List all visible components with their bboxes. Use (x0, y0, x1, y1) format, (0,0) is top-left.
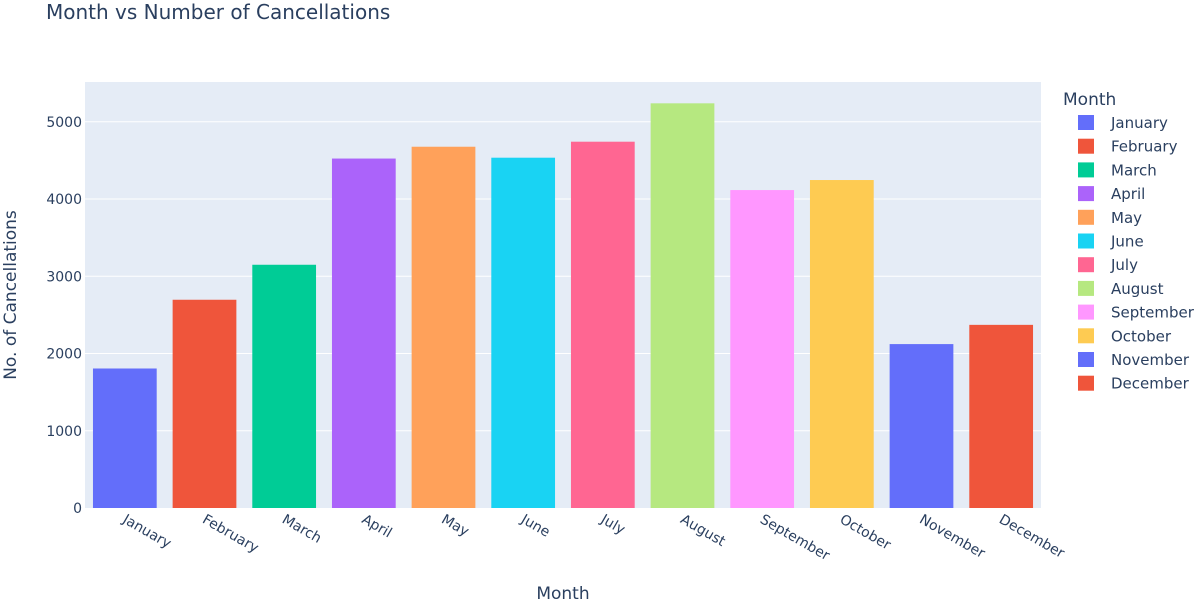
legend-swatch (1078, 257, 1094, 273)
bar-july (570, 141, 635, 508)
y-axis-ticks: 0 1000 2000 3000 4000 5000 (46, 115, 82, 517)
bar-october (809, 180, 874, 508)
legend-item-label: October (1111, 327, 1172, 345)
x-tick-label: November (917, 512, 988, 562)
x-axis-title: Month (536, 584, 589, 600)
legend-swatch (1078, 233, 1094, 249)
y-tick-label: 0 (73, 501, 82, 517)
y-tick-label: 4000 (46, 192, 82, 208)
x-tick-label: July (597, 511, 628, 538)
bar-march (252, 264, 317, 508)
legend-swatch (1078, 304, 1094, 320)
x-tick-label: June (517, 511, 552, 541)
legend-item-label: June (1110, 233, 1144, 251)
bar-february (172, 299, 237, 508)
legend-item-label: August (1111, 280, 1164, 298)
legend-swatch (1078, 209, 1094, 225)
bars (92, 103, 1034, 509)
legend-swatch (1078, 280, 1094, 296)
bar-december (969, 324, 1034, 508)
y-axis-title: No. of Cancellations (1, 210, 21, 380)
plot-background (85, 82, 1041, 508)
legend-item-label: September (1111, 304, 1195, 322)
bar-january (92, 368, 157, 508)
chart-title: Month vs Number of Cancellations (46, 0, 390, 24)
legend: Month January February March April May June Ju… (1063, 90, 1195, 393)
legend-item-label: February (1111, 138, 1178, 156)
legend-swatch (1078, 162, 1094, 178)
bar-november (889, 344, 954, 508)
bar-june (491, 157, 556, 508)
legend-item-label: April (1111, 185, 1145, 203)
legend-item-label: July (1110, 256, 1138, 274)
bar-september (730, 190, 795, 508)
x-tick-label: August (678, 512, 729, 551)
x-tick-label: May (439, 512, 472, 540)
bar-april (331, 158, 396, 508)
y-tick-label: 1000 (46, 424, 82, 440)
y-tick-label: 3000 (46, 269, 82, 285)
y-tick-label: 5000 (46, 115, 82, 131)
legend-item-label: November (1111, 351, 1190, 369)
bar-may (411, 146, 476, 508)
x-tick-label: April (359, 512, 395, 542)
legend-swatch (1078, 352, 1094, 367)
legend-swatch (1078, 186, 1094, 202)
legend-item-label: December (1111, 375, 1190, 393)
legend-item-label: May (1111, 209, 1142, 227)
x-tick-label: September (757, 512, 832, 565)
x-tick-label: March (279, 512, 324, 547)
legend-swatch (1078, 328, 1094, 344)
legend-item-label: January (1110, 114, 1168, 132)
legend-swatch (1078, 115, 1094, 130)
legend-item-label: March (1111, 161, 1157, 179)
x-axis-ticks: January February March April May June July Augu… (119, 511, 1067, 564)
legend-swatch (1078, 375, 1094, 391)
legend-swatch (1078, 138, 1094, 154)
legend-title: Month (1063, 90, 1116, 110)
x-tick-label: February (200, 512, 262, 557)
x-tick-label: January (119, 511, 174, 552)
gridlines (85, 121, 1041, 432)
x-tick-label: December (996, 512, 1067, 562)
x-tick-label: October (837, 512, 894, 554)
y-tick-label: 2000 (46, 347, 82, 363)
bar-august (650, 103, 715, 509)
